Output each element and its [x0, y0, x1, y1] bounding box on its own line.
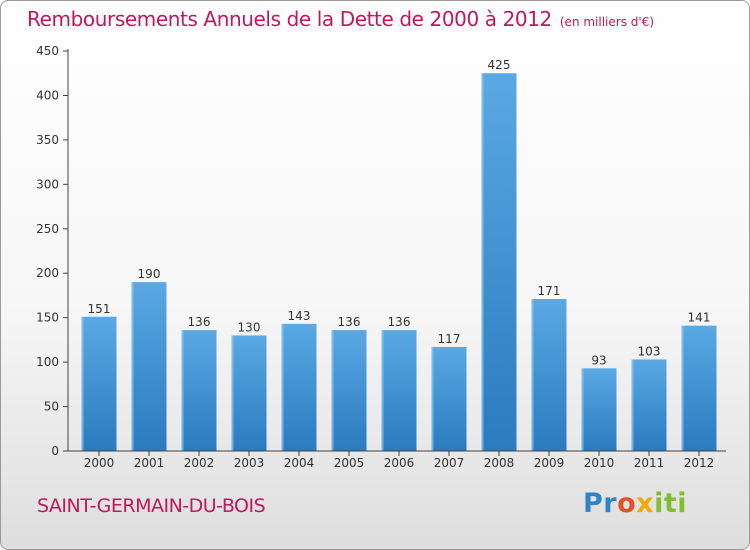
bar-2011 [631, 359, 667, 451]
x-tick-label-2012: 2012 [684, 456, 715, 470]
y-tick-label: 250 [36, 222, 59, 236]
x-tick-label-2004: 2004 [284, 456, 315, 470]
value-label-2006: 136 [388, 315, 411, 329]
x-axis: 2000 2001 2002 2003 2004 2005 2006 2007 2008 2009… [68, 450, 726, 470]
y-tick-label: 400 [36, 88, 59, 102]
y-tick-label: 300 [36, 177, 59, 191]
bar-highlight [181, 330, 184, 451]
x-tick-label-2001: 2001 [134, 456, 165, 470]
bar-2002 [181, 330, 217, 451]
y-tick-label: 100 [36, 355, 59, 369]
bar-2006 [381, 330, 417, 451]
bar-2001 [131, 282, 167, 451]
bar-highlight [631, 359, 634, 451]
bar-highlight [681, 325, 684, 451]
bar-2010 [581, 368, 617, 451]
chart-unit-label: (en milliers d'€) [559, 15, 654, 29]
x-tick-label-2006: 2006 [384, 456, 415, 470]
bar-2003 [231, 335, 267, 451]
y-tick-label: 450 [36, 44, 59, 58]
proxiti-logo: Proxiti [583, 488, 688, 519]
bar-highlight [131, 282, 134, 451]
value-label-2010: 93 [591, 353, 606, 367]
bar-highlight [431, 347, 434, 451]
value-label-2003: 130 [238, 320, 261, 334]
y-tick-label: 0 [51, 444, 59, 458]
bar-2007 [431, 347, 467, 451]
value-label-2009: 171 [538, 284, 561, 298]
value-label-2012: 141 [688, 311, 711, 325]
bar-2004 [281, 323, 317, 451]
x-tick-label-2010: 2010 [584, 456, 615, 470]
chart-title: Remboursements Annuels de la Dette de 20… [27, 7, 654, 31]
bar-2008 [481, 73, 517, 451]
x-tick-label-2005: 2005 [334, 456, 365, 470]
x-tick-label-2000: 2000 [84, 456, 115, 470]
x-tick-label-2009: 2009 [534, 456, 565, 470]
x-tick-label-2011: 2011 [634, 456, 665, 470]
bar-2005 [331, 330, 367, 451]
value-label-2011: 103 [638, 344, 661, 358]
y-axis: 0 50 100 150 200 250 300 350 400 450 [36, 44, 69, 458]
x-tick-label-2003: 2003 [234, 456, 265, 470]
value-label-2000: 151 [88, 302, 111, 316]
bar-highlight [81, 316, 84, 451]
bar-highlight [481, 73, 484, 451]
bar-2009 [531, 299, 567, 451]
value-label-2004: 143 [288, 309, 311, 323]
bar-highlight [381, 330, 384, 451]
y-tick-label: 150 [36, 311, 59, 325]
bar-2000 [81, 316, 117, 451]
x-tick-label-2002: 2002 [184, 456, 215, 470]
value-label-2007: 117 [438, 332, 461, 346]
bar-2012 [681, 325, 717, 451]
value-label-2005: 136 [338, 315, 361, 329]
bar-highlight [281, 323, 284, 451]
bar-highlight [531, 299, 534, 451]
value-label-2008: 425 [488, 58, 511, 72]
bar-highlight [231, 335, 234, 451]
bar-highlight [581, 368, 584, 451]
commune-name: SAINT-GERMAIN-DU-BOIS [37, 495, 266, 517]
x-tick-label-2007: 2007 [434, 456, 465, 470]
value-label-2002: 136 [188, 315, 211, 329]
y-tick-label: 350 [36, 133, 59, 147]
value-label-2001: 190 [138, 267, 161, 281]
bars: 151 190 136 130 143 136 136 117 425 171 93 103 141 [81, 58, 717, 451]
x-tick-label-2008: 2008 [484, 456, 515, 470]
bar-highlight [331, 330, 334, 451]
y-tick-label: 50 [44, 400, 59, 414]
chart-title-text: Remboursements Annuels de la Dette de 20… [27, 7, 552, 31]
y-tick-label: 200 [36, 266, 59, 280]
